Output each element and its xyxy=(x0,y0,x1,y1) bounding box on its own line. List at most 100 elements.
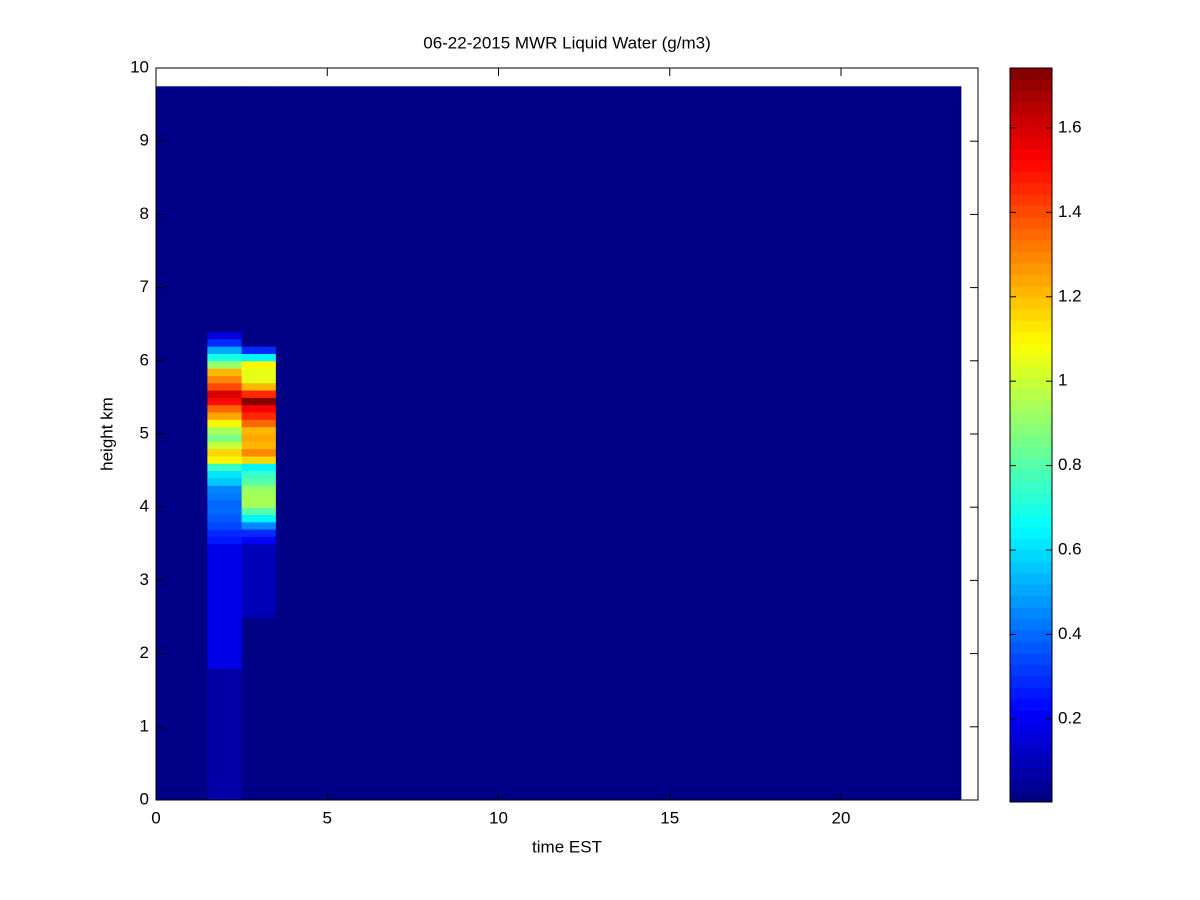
y-tick-label: 10 xyxy=(130,57,149,76)
heatmap-cell xyxy=(275,331,962,340)
heatmap-cell xyxy=(207,470,243,479)
heatmap-cell xyxy=(275,477,962,486)
heatmap-cell xyxy=(156,617,208,669)
heatmap-cell xyxy=(275,455,962,464)
heatmap-cell xyxy=(275,375,962,384)
heatmap-cell xyxy=(241,382,277,391)
colorbar-segment xyxy=(1010,756,1052,769)
colorbar-tick-label: 0.6 xyxy=(1058,540,1082,559)
heatmap-cell xyxy=(207,668,243,801)
colorbar-segment xyxy=(1010,469,1052,482)
colorbar-segment xyxy=(1010,343,1052,356)
heatmap-cell xyxy=(156,514,208,523)
heatmap-cell xyxy=(275,448,962,457)
heatmap-cell xyxy=(275,397,962,406)
heatmap-cell xyxy=(156,368,208,376)
heatmap-cell xyxy=(156,499,208,508)
colorbar-segment xyxy=(1010,136,1052,149)
heatmap-cell xyxy=(207,441,243,450)
colorbar-segment xyxy=(1010,629,1052,642)
colorbar-tick-label: 1.2 xyxy=(1058,286,1082,305)
colorbar-segment xyxy=(1010,354,1052,367)
colorbar-tick-label: 1.4 xyxy=(1058,202,1082,221)
colorbar-segment xyxy=(1010,503,1052,516)
colorbar-segment xyxy=(1010,251,1052,264)
heatmap-cell xyxy=(241,514,277,523)
colorbar-tick-label: 0.4 xyxy=(1058,624,1082,643)
colorbar-segment xyxy=(1010,744,1052,757)
heatmap-cell xyxy=(241,492,277,501)
colorbar-segment xyxy=(1010,480,1052,493)
colorbar-segment xyxy=(1010,240,1052,252)
heatmap-cell xyxy=(241,521,277,530)
colorbar-segment xyxy=(1010,767,1052,780)
heatmap-cell xyxy=(241,346,277,354)
heatmap-cell xyxy=(241,331,277,340)
colorbar-segment xyxy=(1010,607,1052,619)
colorbar: 0.2 0.4 0.6 0.8 1 1.2 1.4 1.6 xyxy=(1009,67,1082,803)
heatmap-cell xyxy=(156,463,208,472)
colorbar-segment xyxy=(1010,194,1052,207)
heatmap-cell xyxy=(207,338,243,347)
heatmap-cell xyxy=(156,390,208,398)
heatmap-cell xyxy=(275,382,962,391)
colorbar-segment xyxy=(1010,412,1052,425)
heatmap-cell xyxy=(241,536,277,545)
heatmap-cell xyxy=(275,434,962,442)
heatmap-cell xyxy=(207,382,243,391)
heatmap-cell xyxy=(207,397,243,406)
heatmap-cell xyxy=(207,86,243,333)
heatmap-cell xyxy=(241,499,277,508)
y-tick-label: 4 xyxy=(140,497,149,516)
colorbar-segment xyxy=(1010,664,1052,677)
colorbar-segment xyxy=(1010,549,1052,562)
colorbar-segment xyxy=(1010,171,1052,184)
heatmap-cell xyxy=(241,353,277,362)
heatmap-cell xyxy=(156,485,208,494)
heatmap-cell xyxy=(156,404,208,413)
heatmap-cell xyxy=(207,419,243,428)
heatmap-cell xyxy=(207,543,243,618)
heatmap-cell xyxy=(156,353,208,362)
colorbar-segment xyxy=(1010,205,1052,218)
y-tick-label: 7 xyxy=(140,277,149,296)
heatmap-cell xyxy=(275,499,962,508)
heatmap-cell xyxy=(207,617,243,669)
heatmap-cell xyxy=(207,390,243,398)
heatmap-cell xyxy=(156,434,208,442)
heatmap-cell xyxy=(241,397,277,406)
heatmap-cell xyxy=(275,419,962,428)
heatmap-cell xyxy=(275,507,962,516)
axes: 0 5 10 15 20 0 1 2 3 4 5 6 7 8 9 10 xyxy=(130,57,979,827)
colorbar-segment xyxy=(1010,125,1052,138)
chart-title: 06-22-2015 MWR Liquid Water (g/m3) xyxy=(423,33,711,52)
heatmap-cell xyxy=(207,360,243,369)
heatmap-cell xyxy=(156,419,208,428)
heatmap-cell xyxy=(275,536,962,545)
heatmap-cell xyxy=(241,434,277,442)
heatmap-cell xyxy=(156,397,208,406)
heatmap-cell xyxy=(156,375,208,384)
heatmap-cell xyxy=(275,346,962,354)
heatmap-cell xyxy=(207,375,243,384)
colorbar-segment xyxy=(1010,285,1052,298)
colorbar-segment xyxy=(1010,389,1052,402)
heatmap-cell xyxy=(241,477,277,486)
heatmap-cell xyxy=(241,441,277,450)
heatmap-cell xyxy=(275,426,962,435)
y-tick-label: 6 xyxy=(140,350,149,369)
colorbar-segment xyxy=(1010,297,1052,310)
heatmap-cell xyxy=(207,353,243,362)
heatmap-cell xyxy=(275,360,962,369)
heatmap-cell xyxy=(207,331,243,340)
heatmap-cell xyxy=(156,441,208,450)
colorbar-segment xyxy=(1010,320,1052,333)
heatmap-cell xyxy=(207,404,243,413)
colorbar-segment xyxy=(1010,652,1052,665)
heatmap-cell xyxy=(207,507,243,516)
colorbar-segment xyxy=(1010,90,1052,103)
heatmap-cell xyxy=(207,521,243,530)
colorbar-segment xyxy=(1010,228,1052,241)
colorbar-tick-label: 1 xyxy=(1058,371,1067,390)
